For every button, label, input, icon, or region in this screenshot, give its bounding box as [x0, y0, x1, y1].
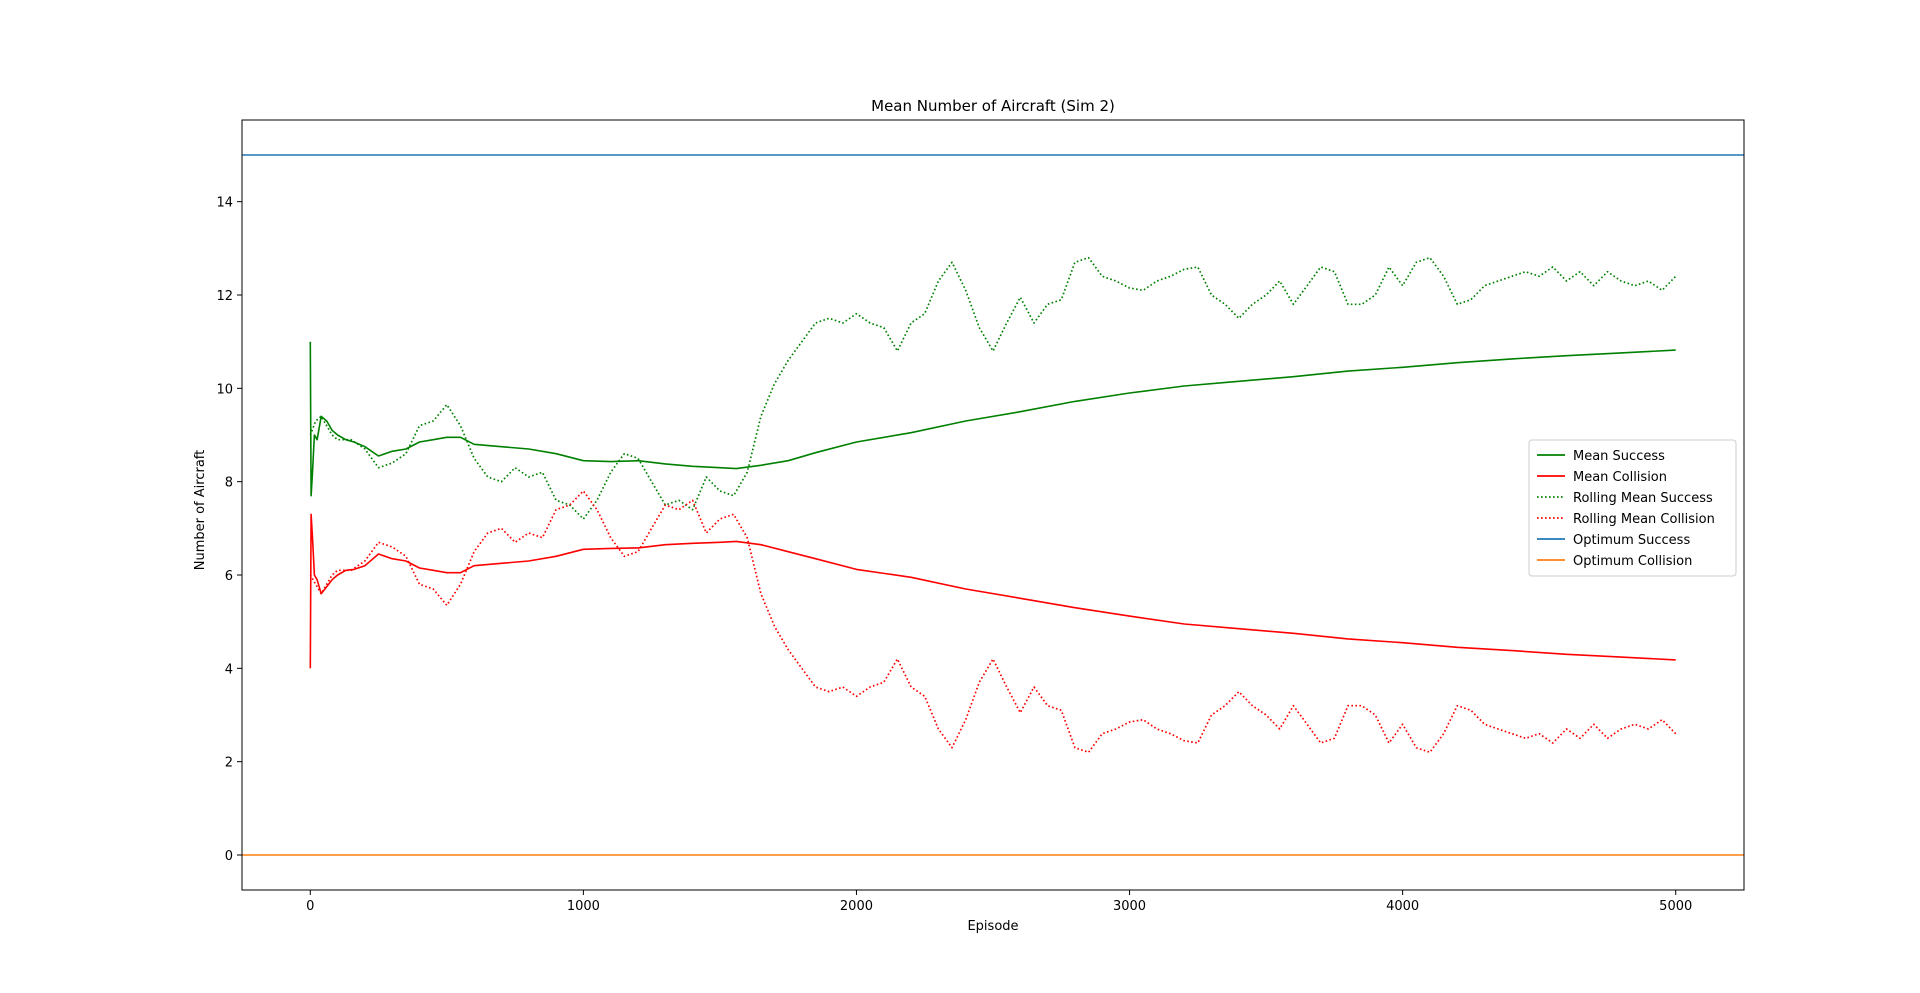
legend: Mean Success Mean Collision Rolling Mean S… — [1528, 439, 1737, 577]
legend-box — [1528, 439, 1737, 577]
series-line-mean-collision — [309, 513, 1676, 669]
legend-label-rolling-mean-success: Rolling Mean Success — [1573, 491, 1713, 506]
x-tick-label: 2000 — [840, 899, 873, 914]
y-tick-label: 6 — [225, 569, 233, 584]
y-tick-label: 8 — [225, 476, 233, 491]
series-line-mean-success — [309, 341, 1676, 497]
x-tick-label: 1000 — [567, 899, 600, 914]
x-tick-label: 3000 — [1113, 899, 1146, 914]
chart-title: Mean Number of Aircraft (Sim 2) — [871, 97, 1115, 115]
axis-ticks: 0 1000 2000 3000 4000 5000 0 2 4 6 8 10 12 14 — [216, 196, 1692, 914]
y-axis-label: Number of Aircraft — [193, 450, 208, 571]
y-tick-label: 2 — [225, 756, 233, 771]
x-tick-label: 0 — [306, 899, 314, 914]
y-tick-label: 10 — [216, 382, 233, 397]
y-tick-label: 12 — [216, 289, 233, 304]
series-line-rolling-mean-success — [309, 256, 1677, 520]
plot-area-frame — [241, 119, 1745, 891]
y-tick-label: 14 — [216, 196, 233, 211]
legend-label-mean-success: Mean Success — [1573, 449, 1665, 464]
legend-label-optimum-collision: Optimum Collision — [1573, 554, 1692, 569]
x-tick-label: 4000 — [1386, 899, 1419, 914]
y-tick-label: 4 — [225, 662, 233, 677]
y-tick-label: 0 — [225, 849, 233, 864]
x-axis-label: Episode — [967, 919, 1018, 934]
legend-label-optimum-success: Optimum Success — [1573, 533, 1690, 548]
legend-label-rolling-mean-collision: Rolling Mean Collision — [1573, 512, 1715, 527]
x-tick-label: 5000 — [1659, 899, 1692, 914]
legend-label-mean-collision: Mean Collision — [1573, 470, 1667, 485]
plot-series-layer — [242, 154, 1744, 856]
